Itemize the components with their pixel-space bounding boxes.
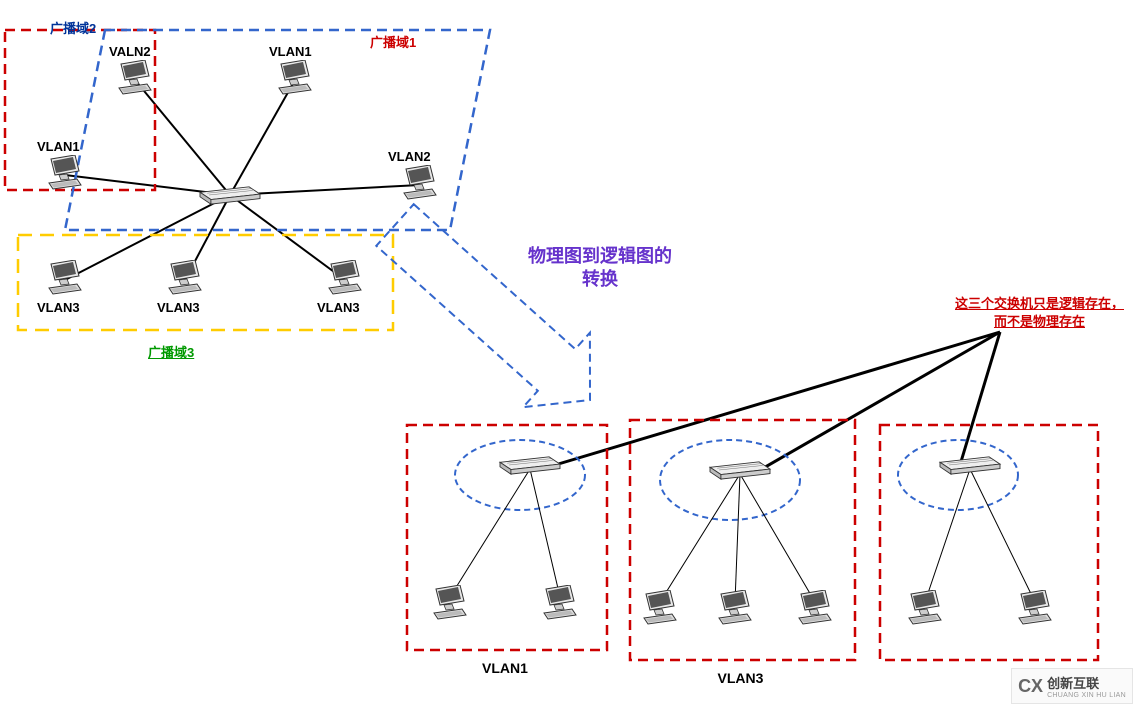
arrow-label: 物理图到逻辑图的转换 [510, 245, 690, 292]
watermark-logo: CX [1018, 676, 1043, 697]
computer-label-1: VLAN1 [269, 44, 312, 59]
physical-computer-3 [400, 165, 440, 201]
physical-computer-0 [115, 60, 155, 96]
logical-computer-0-1 [540, 585, 580, 621]
logical-note: 这三个交换机只是逻辑存在，而不是物理存在 [942, 295, 1137, 331]
watermark-text2: CHUANG XIN HU LIAN [1047, 692, 1126, 699]
domain-label-1: 广播域1 [370, 32, 416, 51]
logical-switch-2 [935, 455, 1005, 475]
physical-computer-4 [45, 260, 85, 296]
logical-computer-1-2 [795, 590, 835, 626]
logical-computer-1-1 [715, 590, 755, 626]
physical-computer-2 [45, 155, 85, 191]
logical-group-label-0: VLAN1 [482, 660, 528, 676]
watermark: CX 创新互联 CHUANG XIN HU LIAN [1011, 668, 1133, 704]
logical-computer-0-0 [430, 585, 470, 621]
physical-computer-5 [165, 260, 205, 296]
physical-switch [195, 185, 265, 205]
logical-switch-0 [495, 455, 565, 475]
physical-computer-6 [325, 260, 365, 296]
computer-label-3: VLAN2 [388, 149, 431, 164]
computer-label-2: VLAN1 [37, 139, 80, 154]
domain-label-0: 广播域2 [50, 18, 96, 37]
logical-switch-1 [705, 460, 775, 480]
computer-label-5: VLAN3 [157, 300, 200, 315]
watermark-text1: 创新互联 [1047, 673, 1126, 692]
computer-label-4: VLAN3 [37, 300, 80, 315]
computer-label-0: VALN2 [109, 44, 151, 59]
logical-computer-2-0 [905, 590, 945, 626]
computer-label-6: VLAN3 [317, 300, 360, 315]
logical-computer-2-1 [1015, 590, 1055, 626]
logical-group-label-1: VLAN3 [718, 670, 764, 686]
domain-label-2: 广播域3 [148, 342, 194, 361]
logical-computer-1-0 [640, 590, 680, 626]
physical-computer-1 [275, 60, 315, 96]
